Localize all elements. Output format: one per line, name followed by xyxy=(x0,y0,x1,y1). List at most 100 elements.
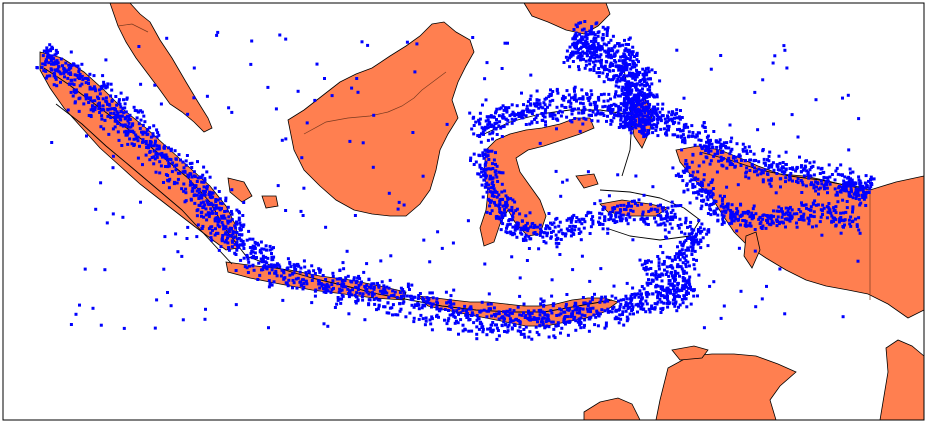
epicenter-point xyxy=(151,134,155,138)
epicenter-point xyxy=(590,25,594,29)
epicenter-point xyxy=(504,322,508,326)
epicenter-point xyxy=(641,302,645,306)
epicenter-point xyxy=(201,206,205,209)
epicenter-point xyxy=(443,308,447,311)
epicenter-point xyxy=(632,84,635,87)
epicenter-point xyxy=(683,297,686,301)
epicenter-point xyxy=(107,132,111,136)
epicenter-point xyxy=(49,49,52,53)
epicenter-point xyxy=(448,313,452,317)
epicenter-point xyxy=(522,302,526,306)
epicenter-point xyxy=(722,221,726,225)
epicenter-point xyxy=(418,292,422,295)
epicenter-point xyxy=(302,285,306,289)
epicenter-point xyxy=(478,122,482,126)
epicenter-point xyxy=(691,153,695,157)
epicenter-point xyxy=(640,297,644,301)
epicenter-point xyxy=(395,296,399,299)
epicenter-point xyxy=(678,274,681,278)
epicenter-point xyxy=(613,59,617,62)
epicenter-point xyxy=(512,309,516,313)
epicenter-point xyxy=(596,324,600,328)
epicenter-point xyxy=(626,302,630,306)
epicenter-point xyxy=(551,112,555,116)
epicenter-point xyxy=(52,57,56,61)
epicenter-point xyxy=(621,43,625,47)
epicenter-point xyxy=(50,62,53,66)
epicenter-point xyxy=(701,236,705,240)
epicenter-point xyxy=(526,227,530,231)
epicenter-point xyxy=(704,202,708,206)
epicenter-point xyxy=(77,109,81,113)
epicenter-point xyxy=(690,288,693,292)
epicenter-point xyxy=(630,100,634,103)
epicenter-point xyxy=(751,163,755,167)
epicenter-point xyxy=(647,292,651,296)
epicenter-point xyxy=(622,52,626,56)
epicenter-point xyxy=(268,271,271,275)
epicenter-point xyxy=(627,80,631,84)
epicenter-point xyxy=(687,279,691,283)
epicenter-point xyxy=(417,307,421,311)
epicenter-point xyxy=(171,161,175,165)
epicenter-point xyxy=(507,323,511,327)
epicenter-point xyxy=(708,162,712,166)
epicenter-point xyxy=(341,261,345,265)
epicenter-point xyxy=(435,300,439,304)
epicenter-point xyxy=(55,84,59,88)
epicenter-point xyxy=(555,127,558,131)
epicenter-point xyxy=(138,144,141,148)
epicenter-point xyxy=(737,246,741,250)
epicenter-point xyxy=(361,298,365,302)
epicenter-point xyxy=(105,221,109,225)
epicenter-point xyxy=(721,157,725,161)
epicenter-point xyxy=(625,94,629,98)
epicenter-point xyxy=(504,194,508,198)
epicenter-point xyxy=(335,302,339,306)
epicenter-point xyxy=(854,192,857,196)
epicenter-point xyxy=(666,305,670,309)
epicenter-point xyxy=(242,256,246,260)
epicenter-point xyxy=(513,200,517,204)
epicenter-point xyxy=(601,65,605,69)
epicenter-point xyxy=(409,297,413,301)
epicenter-point xyxy=(869,181,872,185)
epicenter-point xyxy=(45,74,49,78)
epicenter-point xyxy=(299,283,303,287)
epicenter-point xyxy=(835,193,839,197)
epicenter-point xyxy=(640,285,644,288)
epicenter-point xyxy=(227,230,231,233)
epicenter-point xyxy=(780,220,784,224)
epicenter-point xyxy=(630,204,633,208)
epicenter-point xyxy=(799,217,803,221)
epicenter-point xyxy=(266,85,270,89)
epicenter-point xyxy=(235,220,238,224)
epicenter-point xyxy=(781,161,785,164)
epicenter-point xyxy=(732,213,736,216)
epicenter-point xyxy=(495,337,499,341)
epicenter-point xyxy=(615,50,619,54)
epicenter-point xyxy=(660,300,664,304)
epicenter-point xyxy=(735,207,739,211)
epicenter-point xyxy=(371,294,374,298)
epicenter-point xyxy=(709,67,713,71)
epicenter-point xyxy=(616,317,620,321)
epicenter-point xyxy=(592,31,596,35)
epicenter-point xyxy=(574,31,578,35)
epicenter-point xyxy=(654,270,658,274)
epicenter-point xyxy=(487,158,491,161)
epicenter-point xyxy=(685,182,689,186)
epicenter-point xyxy=(638,80,642,84)
epicenter-point xyxy=(167,161,171,165)
epicenter-point xyxy=(851,196,855,200)
epicenter-point xyxy=(686,135,690,139)
epicenter-point xyxy=(844,210,848,214)
epicenter-point xyxy=(593,323,597,327)
epicenter-point xyxy=(828,182,832,186)
epicenter-point xyxy=(483,77,487,81)
epicenter-point xyxy=(143,120,147,124)
epicenter-point xyxy=(451,309,455,313)
epicenter-point xyxy=(527,335,531,339)
